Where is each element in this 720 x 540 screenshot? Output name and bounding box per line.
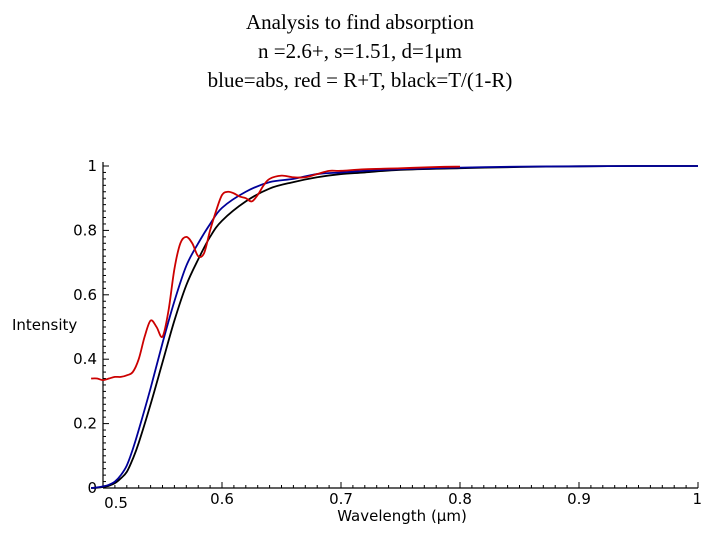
x-tick-label: 0.7 [329, 490, 353, 508]
x-origin-tick-label: 0.5 [104, 494, 128, 512]
y-tick-label: 0.2 [73, 415, 97, 433]
series-line-abs [91, 165, 699, 489]
x-tick-label: 0.8 [448, 490, 472, 508]
y-tick-label: 0.8 [73, 221, 97, 239]
x-tick-label: 0.6 [210, 490, 234, 508]
title-line-3: blue=abs, red = R+T, black=T/(1-R) [207, 68, 513, 92]
x-axis-label: Wavelength (μm) [337, 507, 467, 525]
y-tick-label: 0.4 [73, 350, 97, 368]
ticks: 00.20.40.60.810.6 0.7 0.8 0.9 1 [73, 157, 702, 508]
series-line-r-t [91, 165, 461, 382]
x-tick-label: 1 [692, 490, 702, 508]
title-line-2: n =2.6+, s=1.51, d=1μm [258, 39, 462, 63]
series-lines [91, 165, 699, 489]
x-tick-label: 0.9 [567, 490, 591, 508]
title-line-1: Analysis to find absorption [245, 10, 475, 34]
y-tick-label: 1 [87, 157, 97, 175]
series-line-t-1-r [91, 165, 699, 489]
chart-title: Analysis to find absorption n =2.6+, s=1… [0, 8, 720, 95]
y-axis-label: Intensity [12, 316, 77, 334]
y-tick-label: 0.6 [73, 286, 97, 304]
axes [102, 162, 698, 489]
